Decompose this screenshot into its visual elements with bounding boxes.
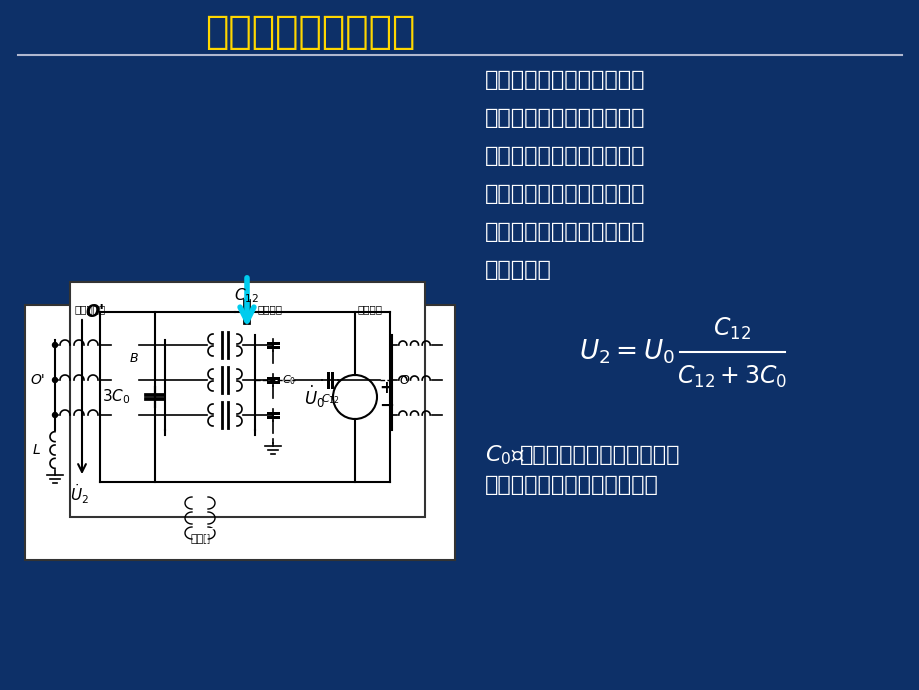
Text: 压侧，使整个低压系统的对: 压侧，使整个低压系统的对 xyxy=(484,222,645,242)
Text: $C_{12}$: $C_{12}$ xyxy=(234,286,259,305)
Text: 绕组间的传递过电压: 绕组间的传递过电压 xyxy=(205,13,414,51)
Text: $C_{12}$: $C_{12}$ xyxy=(320,392,339,406)
Text: 低压绕组: 低压绕组 xyxy=(257,304,282,314)
Bar xyxy=(111,373,139,387)
Text: O': O' xyxy=(30,373,45,387)
Text: $C_{12}$: $C_{12}$ xyxy=(712,316,750,342)
Bar xyxy=(111,408,139,422)
Text: 互感器: 互感器 xyxy=(190,534,210,544)
Bar xyxy=(25,305,455,560)
Text: $C_{12} + 3C_0$: $C_{12} + 3C_0$ xyxy=(676,364,787,390)
Text: 低压绕阻在内的每相对地电容: 低压绕阻在内的每相对地电容 xyxy=(484,475,658,495)
Text: $C_0$: $C_0$ xyxy=(282,373,296,387)
Circle shape xyxy=(163,413,167,417)
Text: 移电压，即工频零序电压，: 移电压，即工频零序电压， xyxy=(484,146,645,166)
Text: 接地变压器产生的中性点位: 接地变压器产生的中性点位 xyxy=(484,108,645,128)
Text: 地电位提高: 地电位提高 xyxy=(484,260,551,280)
Circle shape xyxy=(252,413,257,417)
Text: 包括发电机、母线和变压器: 包括发电机、母线和变压器 xyxy=(519,445,680,465)
Text: 在系统不正常时，中性点不: 在系统不正常时，中性点不 xyxy=(484,70,645,90)
Text: +: + xyxy=(379,380,392,397)
Text: 静电传递回路: 静电传递回路 xyxy=(204,526,289,550)
Circle shape xyxy=(52,377,58,382)
Circle shape xyxy=(52,342,58,348)
Text: O: O xyxy=(400,373,410,386)
Circle shape xyxy=(252,342,257,348)
Bar xyxy=(295,325,380,435)
Text: −: − xyxy=(379,397,393,415)
Circle shape xyxy=(52,413,58,417)
Text: $\dot{U}_0$: $\dot{U}_0$ xyxy=(303,384,324,410)
Text: B: B xyxy=(130,352,138,365)
Circle shape xyxy=(163,342,167,348)
Bar xyxy=(111,338,139,352)
Text: $U_2 = U_0\,$: $U_2 = U_0\,$ xyxy=(578,337,675,366)
Text: 发电机绕组: 发电机绕组 xyxy=(74,304,106,314)
Text: 高压绕组: 高压绕组 xyxy=(357,304,382,314)
Text: 通过绕组之间电容传递到低: 通过绕组之间电容传递到低 xyxy=(484,184,645,204)
Text: $\dot{U}_2$: $\dot{U}_2$ xyxy=(70,482,88,506)
Text: O': O' xyxy=(85,303,104,321)
Circle shape xyxy=(163,377,167,382)
Text: $C_0$：: $C_0$： xyxy=(484,443,524,467)
Circle shape xyxy=(252,377,257,382)
Text: L: L xyxy=(32,443,40,457)
Circle shape xyxy=(333,375,377,419)
Text: $3C_0$: $3C_0$ xyxy=(101,388,130,406)
Bar xyxy=(70,282,425,517)
